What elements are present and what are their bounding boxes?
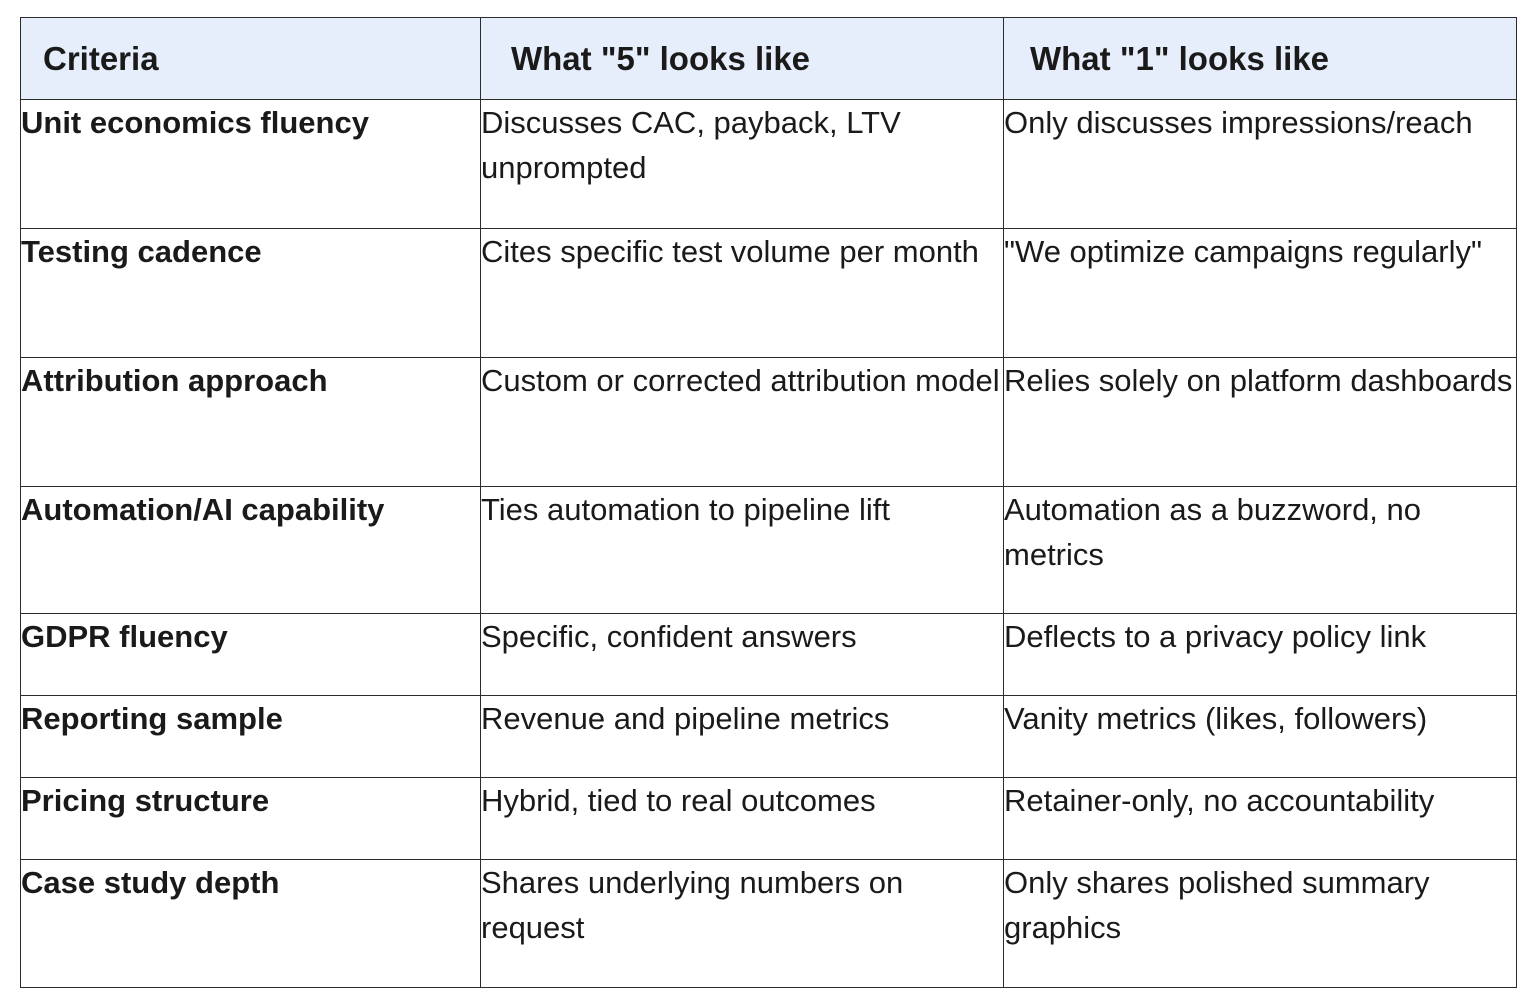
table-row: Automation/AI capability Ties automation… xyxy=(20,486,1517,614)
criteria-cell: Automation/AI capability xyxy=(20,486,481,614)
one-cell: "We optimize campaigns regularly" xyxy=(1003,228,1517,358)
rubric-table: Criteria What "5" looks like What "1" lo… xyxy=(20,17,1517,988)
table-row: Attribution approach Custom or corrected… xyxy=(20,357,1517,487)
table-row: Testing cadence Cites specific test volu… xyxy=(20,228,1517,358)
header-criteria: Criteria xyxy=(20,17,481,100)
table-row: Pricing structure Hybrid, tied to real o… xyxy=(20,777,1517,860)
five-cell: Hybrid, tied to real outcomes xyxy=(480,777,1004,860)
table-row: Unit economics fluency Discusses CAC, pa… xyxy=(20,99,1517,229)
criteria-cell: Pricing structure xyxy=(20,777,481,860)
table-body: Unit economics fluency Discusses CAC, pa… xyxy=(20,99,1517,988)
five-cell: Custom or corrected attribution model xyxy=(480,357,1004,487)
five-cell: Shares underlying numbers on request xyxy=(480,859,1004,988)
table-row: Case study depth Shares underlying numbe… xyxy=(20,859,1517,988)
criteria-cell: Unit economics fluency xyxy=(20,99,481,229)
five-cell: Revenue and pipeline metrics xyxy=(480,695,1004,778)
one-cell: Deflects to a privacy policy link xyxy=(1003,613,1517,696)
criteria-cell: Reporting sample xyxy=(20,695,481,778)
five-cell: Discusses CAC, payback, LTV unprompted xyxy=(480,99,1004,229)
five-cell: Ties automation to pipeline lift xyxy=(480,486,1004,614)
one-cell: Automation as a buzzword, no metrics xyxy=(1003,486,1517,614)
five-cell: Specific, confident answers xyxy=(480,613,1004,696)
criteria-cell: GDPR fluency xyxy=(20,613,481,696)
criteria-cell: Case study depth xyxy=(20,859,481,988)
table-header: Criteria What "5" looks like What "1" lo… xyxy=(20,17,1517,100)
header-what-5-looks-like: What "5" looks like xyxy=(480,17,1004,100)
criteria-cell: Attribution approach xyxy=(20,357,481,487)
header-row: Criteria What "5" looks like What "1" lo… xyxy=(20,17,1517,100)
one-cell: Retainer-only, no accountability xyxy=(1003,777,1517,860)
table-row: GDPR fluency Specific, confident answers… xyxy=(20,613,1517,696)
five-cell: Cites specific test volume per month xyxy=(480,228,1004,358)
one-cell: Relies solely on platform dashboards xyxy=(1003,357,1517,487)
one-cell: Only shares polished summary graphics xyxy=(1003,859,1517,988)
criteria-cell: Testing cadence xyxy=(20,228,481,358)
header-what-1-looks-like: What "1" looks like xyxy=(1003,17,1517,100)
one-cell: Vanity metrics (likes, followers) xyxy=(1003,695,1517,778)
table-row: Reporting sample Revenue and pipeline me… xyxy=(20,695,1517,778)
one-cell: Only discusses impressions/reach xyxy=(1003,99,1517,229)
